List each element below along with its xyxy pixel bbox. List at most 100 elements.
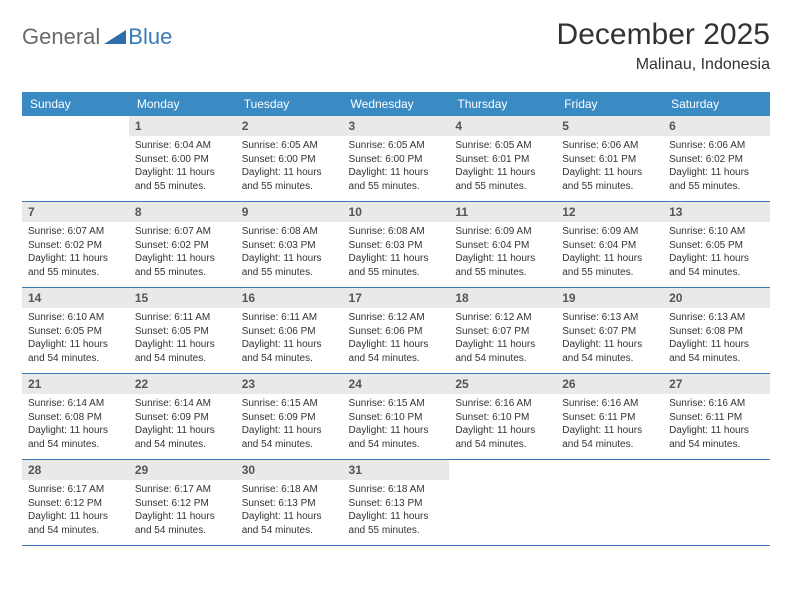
calendar-week-row: 7Sunrise: 6:07 AMSunset: 6:02 PMDaylight…	[22, 202, 770, 288]
sunrise-line: Sunrise: 6:10 AM	[669, 225, 764, 239]
day-details: Sunrise: 6:06 AMSunset: 6:01 PMDaylight:…	[556, 136, 663, 201]
calendar-cell: 0	[449, 460, 556, 546]
calendar-cell: 7Sunrise: 6:07 AMSunset: 6:02 PMDaylight…	[22, 202, 129, 288]
weekday-header: Sunday	[22, 92, 129, 116]
sunset-line: Sunset: 6:00 PM	[135, 153, 230, 167]
calendar-body: 0 1Sunrise: 6:04 AMSunset: 6:00 PMDaylig…	[22, 116, 770, 546]
sunrise-line: Sunrise: 6:14 AM	[135, 397, 230, 411]
sunset-line: Sunset: 6:04 PM	[455, 239, 550, 253]
daylight-line: Daylight: 11 hours and 55 minutes.	[135, 252, 230, 279]
day-details: Sunrise: 6:05 AMSunset: 6:00 PMDaylight:…	[236, 136, 343, 201]
sunrise-line: Sunrise: 6:07 AM	[135, 225, 230, 239]
daylight-line: Daylight: 11 hours and 55 minutes.	[242, 166, 337, 193]
sunrise-line: Sunrise: 6:12 AM	[349, 311, 444, 325]
calendar-cell: 23Sunrise: 6:15 AMSunset: 6:09 PMDayligh…	[236, 374, 343, 460]
sunset-line: Sunset: 6:13 PM	[349, 497, 444, 511]
sunset-line: Sunset: 6:02 PM	[28, 239, 123, 253]
sunset-line: Sunset: 6:10 PM	[349, 411, 444, 425]
sunrise-line: Sunrise: 6:16 AM	[562, 397, 657, 411]
calendar-cell: 31Sunrise: 6:18 AMSunset: 6:13 PMDayligh…	[343, 460, 450, 546]
sunset-line: Sunset: 6:09 PM	[135, 411, 230, 425]
sunrise-line: Sunrise: 6:12 AM	[455, 311, 550, 325]
calendar-cell: 0	[22, 116, 129, 202]
calendar-cell: 15Sunrise: 6:11 AMSunset: 6:05 PMDayligh…	[129, 288, 236, 374]
daylight-line: Daylight: 11 hours and 54 minutes.	[455, 338, 550, 365]
day-details: Sunrise: 6:16 AMSunset: 6:11 PMDaylight:…	[556, 394, 663, 459]
daylight-line: Daylight: 11 hours and 54 minutes.	[349, 424, 444, 451]
day-number: 28	[22, 460, 129, 480]
calendar-cell: 12Sunrise: 6:09 AMSunset: 6:04 PMDayligh…	[556, 202, 663, 288]
daylight-line: Daylight: 11 hours and 54 minutes.	[455, 424, 550, 451]
calendar-cell: 22Sunrise: 6:14 AMSunset: 6:09 PMDayligh…	[129, 374, 236, 460]
daylight-line: Daylight: 11 hours and 55 minutes.	[28, 252, 123, 279]
day-number: 30	[236, 460, 343, 480]
day-number: 21	[22, 374, 129, 394]
calendar-cell: 1Sunrise: 6:04 AMSunset: 6:00 PMDaylight…	[129, 116, 236, 202]
sunrise-line: Sunrise: 6:17 AM	[135, 483, 230, 497]
day-details: Sunrise: 6:15 AMSunset: 6:10 PMDaylight:…	[343, 394, 450, 459]
daylight-line: Daylight: 11 hours and 54 minutes.	[28, 338, 123, 365]
day-number: 17	[343, 288, 450, 308]
day-number: 19	[556, 288, 663, 308]
day-number: 16	[236, 288, 343, 308]
sunrise-line: Sunrise: 6:11 AM	[135, 311, 230, 325]
day-number: 20	[663, 288, 770, 308]
calendar-cell: 28Sunrise: 6:17 AMSunset: 6:12 PMDayligh…	[22, 460, 129, 546]
sunrise-line: Sunrise: 6:09 AM	[562, 225, 657, 239]
daylight-line: Daylight: 11 hours and 54 minutes.	[349, 338, 444, 365]
sunset-line: Sunset: 6:05 PM	[28, 325, 123, 339]
header: General Blue December 2025 Malinau, Indo…	[22, 18, 770, 74]
sunrise-line: Sunrise: 6:06 AM	[669, 139, 764, 153]
day-number: 8	[129, 202, 236, 222]
day-details: Sunrise: 6:12 AMSunset: 6:07 PMDaylight:…	[449, 308, 556, 373]
location: Malinau, Indonesia	[557, 56, 770, 74]
sunrise-line: Sunrise: 6:04 AM	[135, 139, 230, 153]
sunset-line: Sunset: 6:07 PM	[562, 325, 657, 339]
day-details: Sunrise: 6:05 AMSunset: 6:00 PMDaylight:…	[343, 136, 450, 201]
sunset-line: Sunset: 6:11 PM	[562, 411, 657, 425]
day-details: Sunrise: 6:16 AMSunset: 6:11 PMDaylight:…	[663, 394, 770, 459]
sunrise-line: Sunrise: 6:17 AM	[28, 483, 123, 497]
logo-triangle-icon	[104, 26, 126, 49]
calendar-cell: 21Sunrise: 6:14 AMSunset: 6:08 PMDayligh…	[22, 374, 129, 460]
sunrise-line: Sunrise: 6:13 AM	[669, 311, 764, 325]
sunrise-line: Sunrise: 6:18 AM	[242, 483, 337, 497]
daylight-line: Daylight: 11 hours and 54 minutes.	[135, 510, 230, 537]
weekday-header: Wednesday	[343, 92, 450, 116]
calendar-cell: 5Sunrise: 6:06 AMSunset: 6:01 PMDaylight…	[556, 116, 663, 202]
calendar-table: SundayMondayTuesdayWednesdayThursdayFrid…	[22, 92, 770, 546]
day-number: 24	[343, 374, 450, 394]
day-details: Sunrise: 6:15 AMSunset: 6:09 PMDaylight:…	[236, 394, 343, 459]
sunrise-line: Sunrise: 6:06 AM	[562, 139, 657, 153]
sunrise-line: Sunrise: 6:09 AM	[455, 225, 550, 239]
daylight-line: Daylight: 11 hours and 54 minutes.	[135, 424, 230, 451]
calendar-cell: 29 Sunrise: 6:17 AMSunset: 6:12 PMDayligh…	[129, 460, 236, 546]
weekday-header: Friday	[556, 92, 663, 116]
daylight-line: Daylight: 11 hours and 55 minutes.	[669, 166, 764, 193]
sunset-line: Sunset: 6:12 PM	[135, 497, 230, 511]
sunrise-line: Sunrise: 6:16 AM	[455, 397, 550, 411]
daylight-line: Daylight: 11 hours and 54 minutes.	[242, 338, 337, 365]
weekday-header: Monday	[129, 92, 236, 116]
sunset-line: Sunset: 6:06 PM	[349, 325, 444, 339]
logo: General Blue	[22, 18, 172, 50]
daylight-line: Daylight: 11 hours and 55 minutes.	[349, 166, 444, 193]
daylight-line: Daylight: 11 hours and 54 minutes.	[562, 424, 657, 451]
daylight-line: Daylight: 11 hours and 54 minutes.	[28, 424, 123, 451]
sunset-line: Sunset: 6:05 PM	[135, 325, 230, 339]
sunset-line: Sunset: 6:02 PM	[135, 239, 230, 253]
sunrise-line: Sunrise: 6:14 AM	[28, 397, 123, 411]
daylight-line: Daylight: 11 hours and 55 minutes.	[562, 166, 657, 193]
day-number: 10	[343, 202, 450, 222]
day-details: Sunrise: 6:05 AMSunset: 6:01 PMDaylight:…	[449, 136, 556, 201]
day-details: Sunrise: 6:17 AMSunset: 6:12 PMDaylight:…	[22, 480, 129, 545]
day-number: 23	[236, 374, 343, 394]
calendar-cell: 2Sunrise: 6:05 AMSunset: 6:00 PMDaylight…	[236, 116, 343, 202]
sunrise-line: Sunrise: 6:07 AM	[28, 225, 123, 239]
day-number: 29	[129, 460, 236, 480]
day-number: 4	[449, 116, 556, 136]
sunrise-line: Sunrise: 6:18 AM	[349, 483, 444, 497]
daylight-line: Daylight: 11 hours and 55 minutes.	[242, 252, 337, 279]
logo-text-blue: Blue	[128, 24, 172, 50]
sunset-line: Sunset: 6:05 PM	[669, 239, 764, 253]
